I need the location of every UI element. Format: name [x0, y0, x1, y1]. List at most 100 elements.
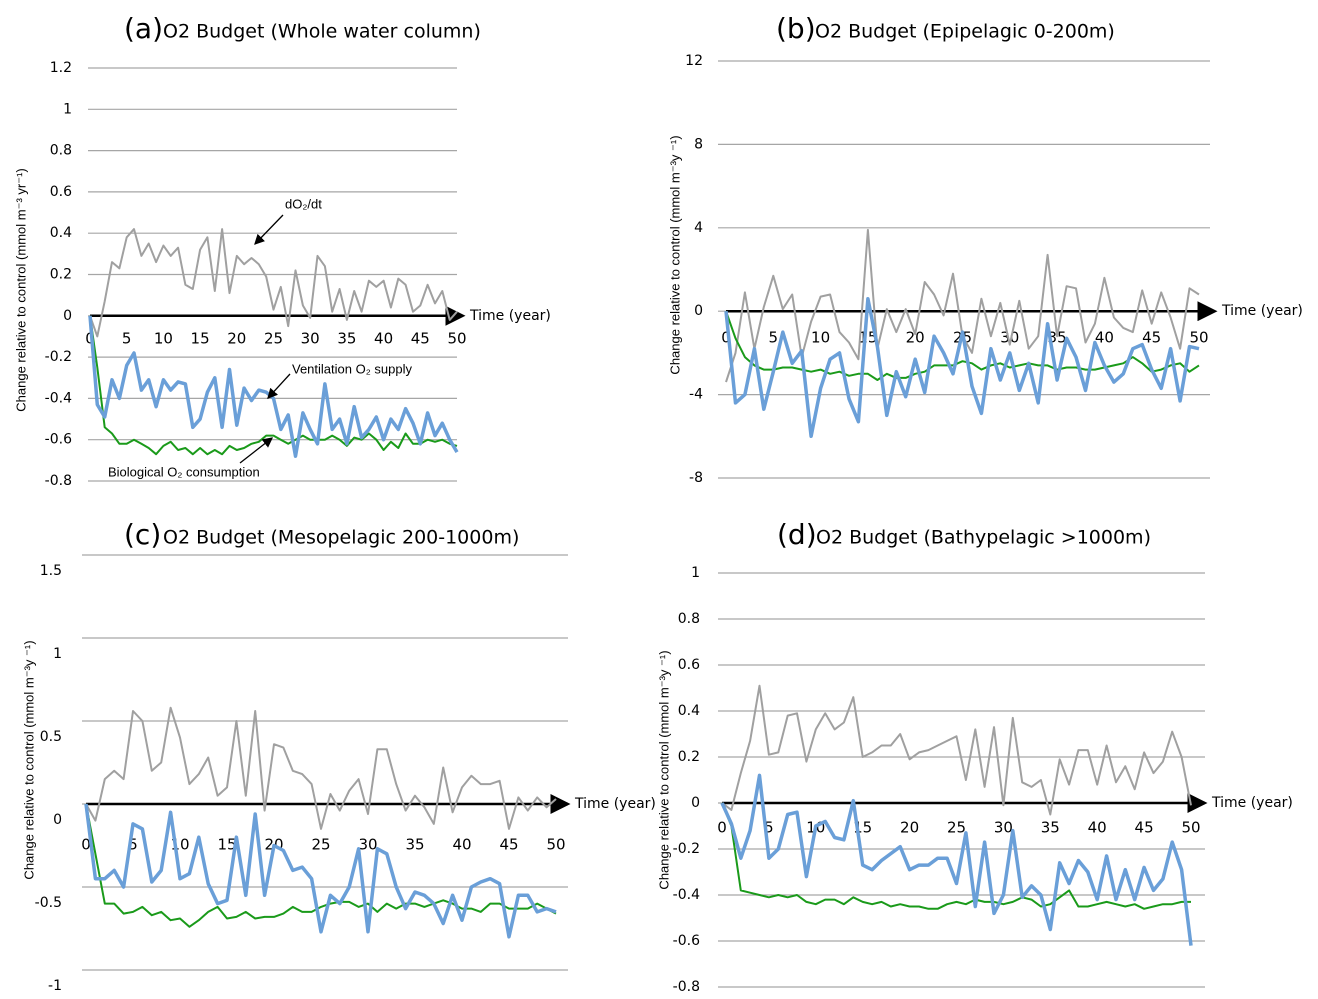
chart-title: O2 Budget (Epipelagic 0-200m) [815, 21, 1115, 43]
series-line [85, 706, 557, 830]
y-axis-label: Change relative to control (mmol m⁻³y ⁻¹… [667, 135, 682, 374]
x-tick-label: 10 [154, 329, 173, 347]
x-tick-label: 0 [721, 329, 731, 347]
x-tick-label: 35 [405, 836, 424, 854]
panel-label: (d) [777, 518, 817, 551]
y-tick-label: 0.2 [678, 749, 700, 765]
chart-title: O2 Budget (Mesopelagic 200-1000m) [163, 527, 519, 549]
x-tick-label: 45 [499, 836, 518, 854]
x-tick-label: 35 [337, 329, 356, 347]
y-tick-label: 0.5 [40, 729, 62, 745]
annotation: Biological O₂ consumption [108, 464, 260, 479]
panel-label: (a) [124, 12, 163, 45]
x-tick-label: 20 [227, 329, 246, 347]
x-axis-label: Time (year) [469, 308, 551, 324]
x-tick-label: 20 [906, 329, 925, 347]
y-tick-label: 0.8 [50, 143, 72, 159]
y-tick-label: 0.4 [678, 703, 700, 719]
x-tick-label: 50 [1181, 819, 1200, 837]
x-tick-label: 30 [994, 819, 1013, 837]
y-tick-label: -1 [48, 978, 62, 994]
x-tick-label: 45 [1142, 329, 1161, 347]
y-tick-label: -0.6 [45, 432, 72, 448]
x-tick-label: 15 [191, 329, 210, 347]
y-tick-label: -0.2 [45, 349, 72, 365]
series-line [720, 773, 1193, 946]
annotation: Ventilation O₂ supply [292, 361, 412, 376]
x-axis-label: Time (year) [1211, 795, 1293, 811]
x-tick-label: 35 [1041, 819, 1060, 837]
y-tick-label: -0.4 [673, 887, 700, 903]
annotation-arrow [254, 214, 284, 245]
y-tick-label: 1.2 [50, 60, 72, 76]
y-tick-label: 0 [691, 795, 700, 811]
x-tick-label: 40 [1095, 329, 1114, 347]
series-line [724, 296, 1200, 439]
x-tick-label: 0 [85, 329, 95, 347]
y-tick-label: -4 [689, 387, 703, 403]
y-tick-label: 8 [694, 136, 703, 152]
y-tick-label: -8 [689, 470, 703, 486]
x-tick-label: 10 [811, 329, 830, 347]
y-tick-label: -0.5 [35, 895, 62, 911]
x-tick-label: 20 [900, 819, 919, 837]
y-tick-label: -0.6 [673, 933, 700, 949]
x-tick-label: 30 [1000, 329, 1019, 347]
x-tick-label: 0 [717, 819, 727, 837]
x-tick-label: 25 [264, 329, 283, 347]
panel-label: (c) [124, 518, 161, 551]
y-tick-label: 0 [63, 308, 72, 324]
series-line [85, 803, 557, 928]
x-tick-label: 30 [358, 836, 377, 854]
series-line [721, 684, 1192, 816]
y-tick-label: 0.6 [678, 657, 700, 673]
x-tick-label: 25 [947, 819, 966, 837]
annotation-arrow [239, 437, 274, 464]
annotation-arrow [267, 373, 291, 399]
chart-title: O2 Budget (Whole water column) [163, 21, 481, 43]
series-line [84, 803, 557, 939]
series-line [89, 315, 458, 456]
x-tick-label: 30 [301, 329, 320, 347]
x-tick-label: 50 [1189, 329, 1208, 347]
x-tick-label: 40 [1088, 819, 1107, 837]
x-tick-label: 40 [374, 329, 393, 347]
y-tick-label: 0.8 [678, 611, 700, 627]
y-tick-label: 4 [694, 220, 703, 236]
y-tick-label: 1 [53, 646, 62, 662]
annotation: dO₂/dt [285, 196, 322, 211]
x-tick-label: 5 [769, 329, 779, 347]
y-axis-label: Change relative to control (mmol m⁻³y ⁻¹… [21, 640, 36, 879]
panel-label: (b) [776, 12, 816, 45]
x-tick-label: 45 [1135, 819, 1154, 837]
x-axis-label: Time (year) [1221, 303, 1303, 319]
y-tick-label: 1.5 [40, 563, 62, 579]
x-tick-label: 50 [546, 836, 565, 854]
x-tick-label: 0 [81, 836, 91, 854]
series-line [89, 228, 458, 338]
y-tick-label: -0.8 [45, 473, 72, 489]
y-tick-label: 0 [53, 812, 62, 828]
chart-title: O2 Budget (Bathypelagic >1000m) [816, 527, 1151, 549]
y-tick-label: 0.6 [50, 184, 72, 200]
y-axis-label: Change relative to control (mmol m⁻³ yr⁻… [13, 168, 28, 411]
y-tick-label: 1 [691, 565, 700, 581]
x-tick-label: 5 [128, 836, 138, 854]
y-tick-label: 1 [63, 101, 72, 117]
y-axis-label: Change relative to control (mmol m⁻³y ⁻¹… [656, 650, 671, 889]
y-tick-label: -0.8 [673, 979, 700, 995]
x-tick-label: 15 [217, 836, 236, 854]
x-tick-label: 50 [447, 329, 466, 347]
y-tick-label: 0.2 [50, 267, 72, 283]
y-tick-label: -0.4 [45, 390, 72, 406]
x-tick-label: 40 [452, 836, 471, 854]
x-tick-label: 25 [311, 836, 330, 854]
y-tick-label: -0.2 [673, 841, 700, 857]
x-tick-label: 5 [122, 329, 132, 347]
series-line [721, 802, 1191, 910]
y-tick-label: 0.4 [50, 225, 72, 241]
y-tick-label: 12 [685, 53, 703, 69]
x-tick-label: 5 [764, 819, 774, 837]
y-tick-label: 0 [694, 303, 703, 319]
